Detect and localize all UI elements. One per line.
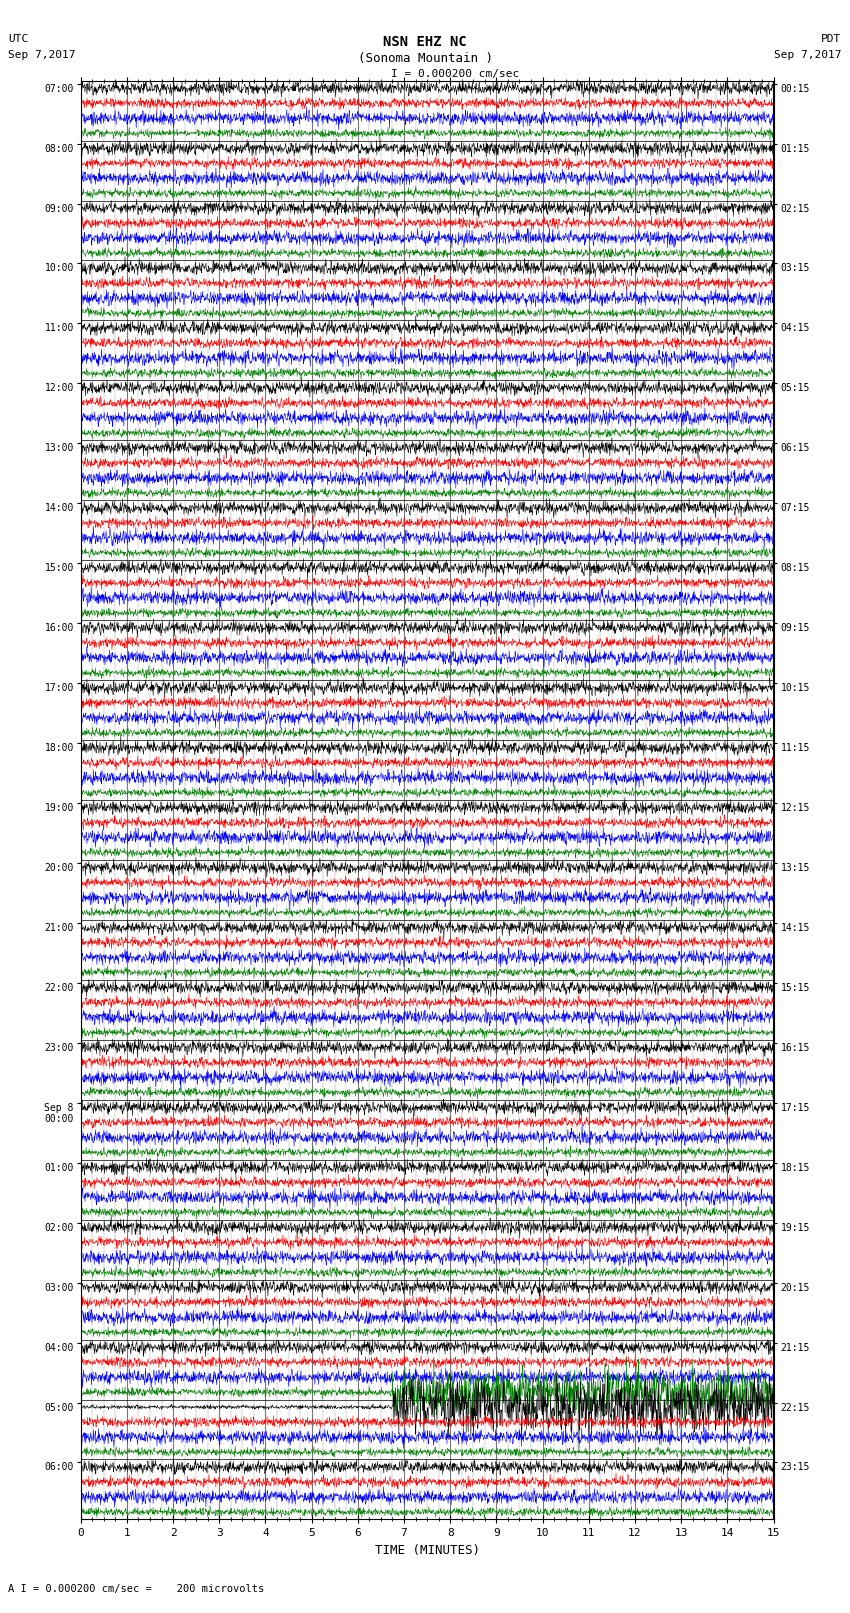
Text: (Sonoma Mountain ): (Sonoma Mountain ) [358, 52, 492, 65]
Text: Sep 7,2017: Sep 7,2017 [774, 50, 842, 60]
Text: PDT: PDT [821, 34, 842, 44]
X-axis label: TIME (MINUTES): TIME (MINUTES) [375, 1544, 479, 1557]
Text: I = 0.000200 cm/sec: I = 0.000200 cm/sec [391, 69, 519, 79]
Text: NSN EHZ NC: NSN EHZ NC [383, 35, 467, 50]
Text: A I = 0.000200 cm/sec =    200 microvolts: A I = 0.000200 cm/sec = 200 microvolts [8, 1584, 264, 1594]
Text: UTC: UTC [8, 34, 29, 44]
Text: Sep 7,2017: Sep 7,2017 [8, 50, 76, 60]
